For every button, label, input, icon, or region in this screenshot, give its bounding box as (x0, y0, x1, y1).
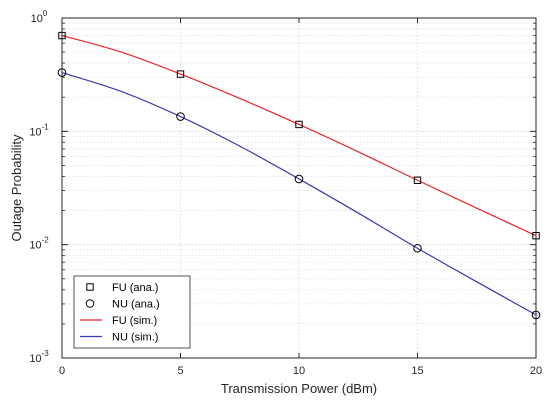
nu-ana-marker (57, 68, 67, 77)
nu-ana-marker (176, 112, 185, 121)
legend-label: NU (sim.) (112, 332, 158, 344)
y-tick-label: 10-3 (29, 349, 49, 365)
nu-ana-marker (294, 174, 304, 184)
y-tick-label: 10-2 (29, 236, 49, 252)
legend-label: NU (ana.) (112, 299, 160, 311)
series-layer (57, 31, 541, 320)
x-tick-label: 20 (530, 365, 542, 377)
nu-ana-marker (413, 243, 422, 253)
fu-ana-marker (413, 176, 422, 184)
legend-label: FU (sim.) (112, 315, 157, 327)
axis-ticks: 0 5 10 15 20 10-3 10-2 10-1 100 (29, 9, 542, 377)
legend-circle-icon (85, 299, 95, 308)
legend-label: FU (ana.) (112, 282, 158, 294)
y-axis-label: Outage Probability (9, 134, 24, 241)
x-tick-label: 15 (411, 365, 423, 377)
nu-ana-marker (531, 310, 541, 320)
x-tick-label: 0 (59, 365, 65, 377)
x-tick-label: 10 (293, 365, 305, 377)
x-tick-label: 5 (177, 365, 183, 377)
fu-ana-marker (532, 231, 540, 240)
legend-square-icon (86, 283, 94, 291)
fu-ana-marker (295, 120, 303, 129)
series-line-fu-sim (61, 34, 537, 237)
y-tick-label: 10-1 (29, 122, 49, 138)
fu-ana-marker (58, 31, 66, 40)
legend: FU (ana.) NU (ana.) FU (sim.) NU (sim.) (73, 275, 191, 349)
y-tick-label: 100 (31, 9, 48, 25)
fu-ana-marker (176, 70, 185, 78)
series-line-nu-sim (61, 71, 537, 316)
x-axis-label: Transmission Power (dBm) (221, 381, 377, 396)
